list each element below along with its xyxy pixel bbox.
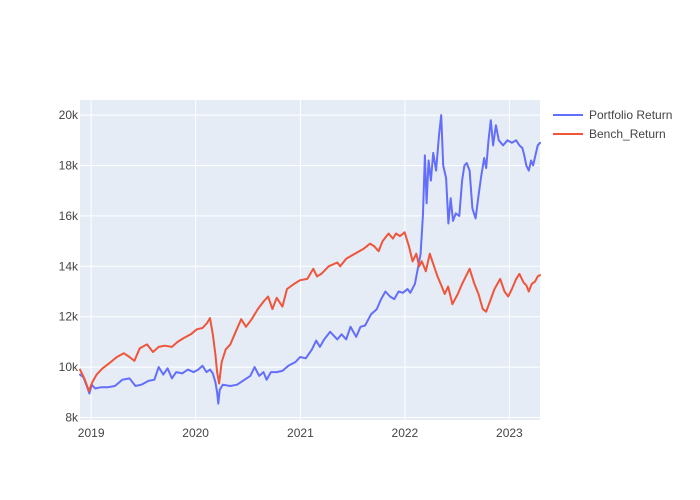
y-tick-label: 20k (59, 108, 79, 122)
y-tick-label: 18k (59, 159, 79, 173)
legend-label: Portfolio Return (589, 108, 672, 122)
x-axis: 2019 2020 2021 2022 2023 (78, 426, 523, 440)
grid (80, 100, 540, 420)
x-tick-label: 2022 (392, 426, 419, 440)
y-tick-label: 12k (59, 310, 79, 324)
y-tick-label: 10k (59, 360, 79, 374)
legend-item[interactable]: Bench_Return (553, 127, 666, 141)
legend-item[interactable]: Portfolio Return (553, 108, 672, 122)
series-group (79, 114, 541, 405)
x-tick-label: 2023 (496, 426, 523, 440)
y-axis: 8k 10k 12k 14k 16k 18k 20k (59, 108, 79, 424)
y-tick-label: 16k (59, 209, 79, 223)
x-tick-label: 2020 (182, 426, 209, 440)
series-line-bench-return (79, 231, 541, 392)
y-tick-label: 8k (65, 410, 79, 424)
legend-label: Bench_Return (589, 127, 666, 141)
legend: Portfolio Return Bench_Return (553, 108, 672, 141)
series-line-portfolio-return (79, 114, 541, 405)
plot-area (80, 100, 540, 420)
x-tick-label: 2021 (287, 426, 314, 440)
x-tick-label: 2019 (78, 426, 105, 440)
y-tick-label: 14k (59, 259, 79, 273)
